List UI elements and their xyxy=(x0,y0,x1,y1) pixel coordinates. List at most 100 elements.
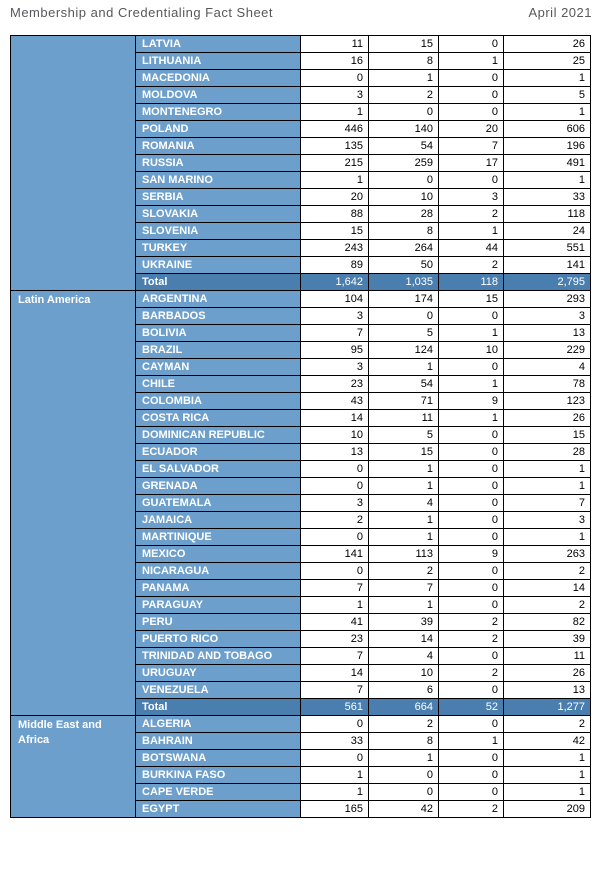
country-cell: ECUADOR xyxy=(135,443,301,461)
value-cell: 0 xyxy=(300,460,369,478)
value-cell: 9 xyxy=(438,545,504,563)
value-cell: 1 xyxy=(438,409,504,427)
table-row: MARTINIQUE 0 1 0 1 xyxy=(11,528,591,546)
value-cell: 6 xyxy=(368,681,439,699)
country-cell: TURKEY xyxy=(135,239,301,257)
value-cell: 2 xyxy=(300,511,369,529)
total-value-cell: 118 xyxy=(438,273,504,291)
value-cell: 4 xyxy=(368,647,439,665)
total-row: Total 561 664 52 1,277 xyxy=(11,698,591,716)
value-cell: 88 xyxy=(300,205,369,223)
table-row: DOMINICAN REPUBLIC 10 5 0 15 xyxy=(11,426,591,444)
table-row: BOTSWANA 0 1 0 1 xyxy=(11,749,591,767)
page-title: Membership and Credentialing Fact Sheet xyxy=(10,5,274,20)
value-cell: 0 xyxy=(438,358,504,376)
region-cell: Latin America xyxy=(10,290,136,716)
table-row: COLOMBIA 43 71 9 123 xyxy=(11,392,591,410)
table-row: EGYPT 165 42 2 209 xyxy=(11,800,591,818)
value-cell: 2 xyxy=(368,86,439,104)
value-cell: 78 xyxy=(503,375,591,393)
table-row: BAHRAIN 33 8 1 42 xyxy=(11,732,591,750)
country-cell: MEXICO xyxy=(135,545,301,563)
country-cell: LITHUANIA xyxy=(135,52,301,70)
value-cell: 446 xyxy=(300,120,369,138)
value-cell: 5 xyxy=(368,324,439,342)
country-cell: BOLIVIA xyxy=(135,324,301,342)
value-cell: 14 xyxy=(300,664,369,682)
value-cell: 44 xyxy=(438,239,504,257)
value-cell: 0 xyxy=(438,511,504,529)
value-cell: 1 xyxy=(368,460,439,478)
table-row: LATVIA 11 15 0 26 xyxy=(10,35,591,291)
value-cell: 1 xyxy=(300,596,369,614)
country-cell: MOLDOVA xyxy=(135,86,301,104)
country-cell: ROMANIA xyxy=(135,137,301,155)
value-cell: 2 xyxy=(438,205,504,223)
value-cell: 3 xyxy=(503,307,591,325)
value-cell: 2 xyxy=(368,562,439,580)
value-cell: 1 xyxy=(503,460,591,478)
value-cell: 1 xyxy=(300,171,369,189)
country-cell: SAN MARINO xyxy=(135,171,301,189)
value-cell: 1 xyxy=(503,766,591,784)
fact-sheet-table-body: LATVIA 11 15 0 26 LITHUANIA 16 8 1 25 MACEDONIA 0 1 0… xyxy=(10,35,591,818)
value-cell: 13 xyxy=(503,324,591,342)
value-cell: 42 xyxy=(503,732,591,750)
value-cell: 0 xyxy=(300,562,369,580)
table-row: TURKEY 243 264 44 551 xyxy=(11,239,591,257)
value-cell: 42 xyxy=(368,800,439,818)
value-cell: 17 xyxy=(438,154,504,172)
country-cell: POLAND xyxy=(135,120,301,138)
value-cell: 0 xyxy=(438,783,504,801)
value-cell: 0 xyxy=(300,69,369,87)
value-cell: 0 xyxy=(438,596,504,614)
value-cell: 16 xyxy=(300,52,369,70)
value-cell: 293 xyxy=(503,290,591,308)
value-cell: 43 xyxy=(300,392,369,410)
table-row: ECUADOR 13 15 0 28 xyxy=(11,443,591,461)
value-cell: 140 xyxy=(368,120,439,138)
value-cell: 2 xyxy=(438,256,504,274)
value-cell: 14 xyxy=(368,630,439,648)
value-cell: 104 xyxy=(300,290,369,308)
value-cell: 1 xyxy=(300,766,369,784)
value-cell: 0 xyxy=(368,307,439,325)
value-cell: 1 xyxy=(503,528,591,546)
value-cell: 2 xyxy=(503,715,591,733)
value-cell: 264 xyxy=(368,239,439,257)
value-cell: 15 xyxy=(300,222,369,240)
table-row: NICARAGUA 0 2 0 2 xyxy=(11,562,591,580)
value-cell: 1 xyxy=(368,528,439,546)
value-cell: 26 xyxy=(503,664,591,682)
total-label-cell: Total xyxy=(135,698,301,716)
value-cell: 0 xyxy=(300,715,369,733)
table-row: SERBIA 20 10 3 33 xyxy=(11,188,591,206)
value-cell: 28 xyxy=(368,205,439,223)
table-row: Latin America ARGENTINA 104 174 15 293 xyxy=(10,290,591,716)
value-cell: 113 xyxy=(368,545,439,563)
value-cell: 1 xyxy=(438,732,504,750)
value-cell: 9 xyxy=(438,392,504,410)
country-cell: GUATEMALA xyxy=(135,494,301,512)
value-cell: 0 xyxy=(438,443,504,461)
value-cell: 26 xyxy=(503,35,591,53)
value-cell: 8 xyxy=(368,52,439,70)
country-cell: PANAMA xyxy=(135,579,301,597)
value-cell: 15 xyxy=(438,290,504,308)
value-cell: 8 xyxy=(368,222,439,240)
value-cell: 7 xyxy=(300,681,369,699)
value-cell: 0 xyxy=(438,749,504,767)
total-value-cell: 1,277 xyxy=(503,698,591,716)
country-cell: SERBIA xyxy=(135,188,301,206)
value-cell: 7 xyxy=(300,324,369,342)
country-cell: MACEDONIA xyxy=(135,69,301,87)
value-cell: 1 xyxy=(368,477,439,495)
value-cell: 551 xyxy=(503,239,591,257)
value-cell: 28 xyxy=(503,443,591,461)
value-cell: 3 xyxy=(300,307,369,325)
value-cell: 33 xyxy=(300,732,369,750)
value-cell: 0 xyxy=(368,103,439,121)
value-cell: 123 xyxy=(503,392,591,410)
table-row: PUERTO RICO 23 14 2 39 xyxy=(11,630,591,648)
